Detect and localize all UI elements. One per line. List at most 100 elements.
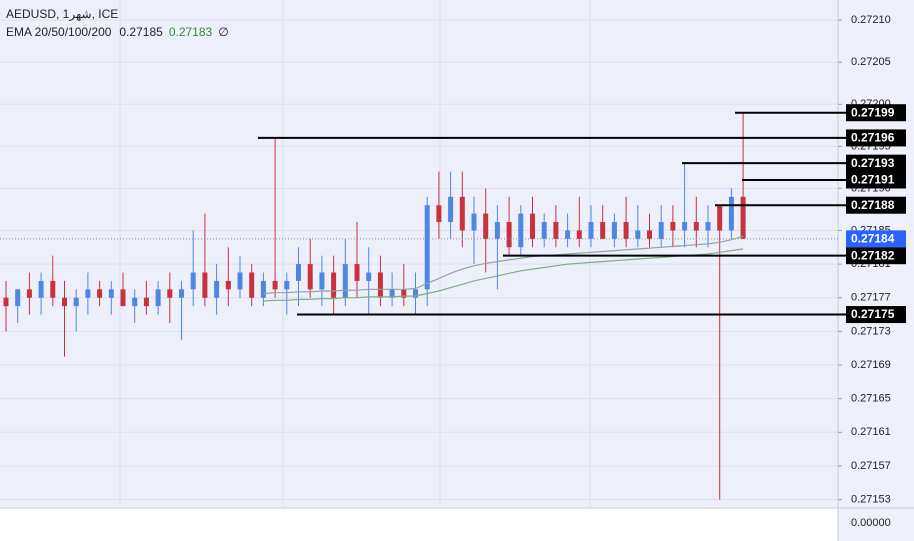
candle-body (588, 222, 594, 239)
level-label: 0.27196 (851, 131, 895, 145)
candle-body (389, 289, 395, 298)
y-tick-label: 0.27161 (851, 426, 891, 438)
candle-body (73, 297, 79, 307)
candle-body (530, 213, 535, 239)
level-label: 0.27182 (851, 248, 895, 262)
candle-body (436, 205, 442, 223)
y-tick-label: 0.27210 (851, 14, 891, 26)
candle-body (717, 205, 723, 231)
candle-body (249, 272, 255, 298)
level-label-box (846, 154, 906, 172)
ema-line (263, 248, 744, 302)
y-tick-label: 0.27165 (851, 393, 891, 405)
y-tick-label: 0.27153 (851, 493, 891, 505)
y-tick-label: 0.27177 (851, 292, 891, 304)
last-price-label: 0.27184 (851, 232, 895, 246)
time-axis-background (0, 508, 838, 541)
candle-body (214, 280, 220, 298)
y-tick-label: 0.27169 (851, 359, 891, 371)
candle-body (120, 289, 126, 307)
candle-body (623, 222, 629, 239)
candle-body (635, 230, 641, 239)
candle-body (401, 289, 407, 298)
candle-body (155, 289, 161, 307)
y-tick-label: 0.27173 (851, 325, 891, 337)
candle-body (272, 280, 278, 290)
candle-body (366, 272, 372, 281)
candle-body (167, 289, 173, 298)
plot-background (0, 0, 838, 508)
candle-body (459, 196, 465, 231)
level-label-box (846, 129, 906, 147)
candle-body (97, 289, 103, 298)
candle-body (611, 222, 617, 239)
candle-body (202, 272, 208, 298)
candle-body (424, 205, 430, 290)
candle-body (705, 222, 711, 231)
y-tick-label: 0.27205 (851, 56, 891, 68)
level-label-box (846, 104, 906, 122)
level-label: 0.27193 (851, 156, 895, 170)
level-label: 0.27175 (851, 307, 895, 321)
candle-body (108, 289, 114, 298)
indicator-value: 0.27183 (169, 25, 213, 39)
chart-title: AEDUSD, 1شهر, ICE (6, 7, 118, 21)
level-label: 0.27199 (851, 105, 895, 119)
axis-background (838, 0, 914, 541)
axis-bottom-label: 0.00000 (851, 517, 891, 529)
candle-body (62, 297, 67, 307)
level-label-box (846, 171, 906, 189)
candle-body (647, 230, 652, 239)
candle-body (342, 264, 348, 298)
candle-body (190, 272, 196, 290)
level-label: 0.27188 (851, 198, 895, 212)
last-price-box (846, 230, 906, 248)
candle-body (448, 196, 454, 223)
candle-body (3, 297, 9, 307)
candle-body (658, 222, 664, 239)
level-label-box (846, 247, 906, 265)
candle-body (354, 264, 360, 281)
candle-body (50, 280, 56, 298)
candle-body (483, 213, 489, 239)
labels: 0.272100.272050.272000.271950.271900.271… (846, 14, 906, 505)
level-label-box (846, 306, 906, 324)
candle-body (413, 289, 418, 298)
candle-body (693, 222, 699, 231)
candle-body (85, 289, 91, 298)
candle-body (26, 289, 32, 298)
indicator-value: 0.27185 (119, 25, 163, 39)
candle-body (553, 222, 559, 239)
grid (0, 19, 842, 501)
candle-body (576, 230, 582, 239)
level-label: 0.27191 (851, 173, 895, 187)
candle-body (237, 272, 243, 290)
candle-body (740, 196, 746, 239)
candle-body (494, 222, 500, 239)
candle-body (225, 280, 231, 290)
candle-body (179, 289, 184, 298)
candle-body (682, 222, 688, 231)
candle-body (143, 297, 149, 307)
y-tick-label: 0.27157 (851, 460, 891, 472)
candle-body (38, 280, 44, 298)
candle-body (307, 264, 313, 290)
candle-body (15, 289, 21, 307)
candle-body (506, 222, 512, 248)
level-label-box (846, 196, 906, 214)
candle-body (319, 272, 325, 290)
marks (0, 111, 846, 500)
vertical-grid (119, 0, 591, 508)
candle-body (518, 213, 524, 248)
candle-body (670, 222, 676, 231)
candle-body (284, 280, 290, 290)
candle-body (132, 297, 138, 307)
candle-body (600, 222, 606, 239)
candle-body (565, 230, 571, 239)
candle-body (471, 213, 477, 231)
candle-body (260, 280, 266, 298)
candle-body (541, 222, 547, 239)
ema-line (263, 235, 744, 295)
